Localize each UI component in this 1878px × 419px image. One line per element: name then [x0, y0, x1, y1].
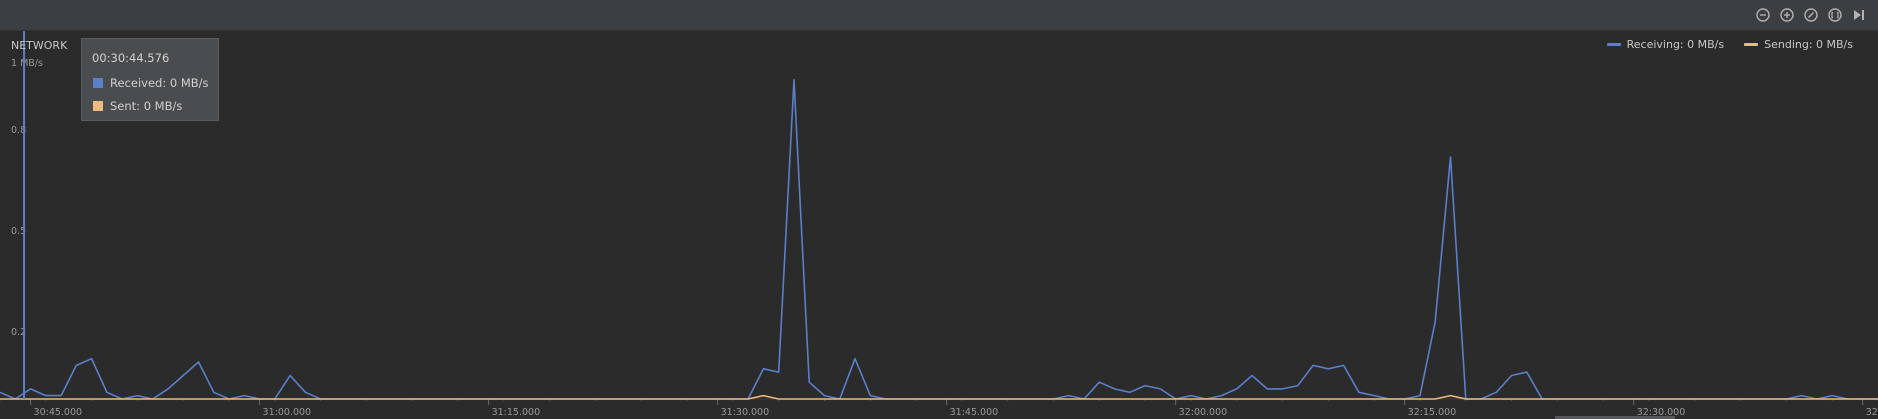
timeline-scrollbar[interactable]	[1555, 416, 1675, 419]
chart-title: NETWORK	[11, 39, 68, 52]
x-tick-label: 31:45.000	[950, 407, 999, 418]
tooltip-received-row: Received: 0 MB/s	[93, 76, 209, 90]
hover-tooltip: 00:30:44.576 Received: 0 MB/s Sent: 0 MB…	[81, 38, 219, 121]
chart-legend: Receiving: 0 MB/s Sending: 0 MB/s	[1606, 38, 1853, 51]
series-line-receiving	[0, 79, 1878, 400]
tooltip-received-swatch	[93, 78, 103, 88]
y-tick-label: 0.8	[11, 125, 26, 136]
zoom-to-selection-icon[interactable]	[1826, 6, 1844, 24]
zoom-in-icon[interactable]	[1778, 6, 1796, 24]
legend-sending-swatch	[1744, 43, 1759, 46]
legend-receiving: Receiving: 0 MB/s	[1606, 38, 1725, 51]
reset-zoom-icon[interactable]	[1802, 6, 1820, 24]
profiler-toolbar	[0, 0, 1878, 31]
tooltip-sent-row: Sent: 0 MB/s	[93, 99, 182, 113]
zoom-out-icon[interactable]	[1754, 6, 1772, 24]
legend-receiving-swatch	[1606, 43, 1621, 46]
y-tick-label: 1 MB/s	[11, 58, 43, 69]
x-tick-label: 32:45.000	[1866, 407, 1878, 418]
x-tick-label: 31:30.000	[721, 407, 770, 418]
network-chart-panel	[0, 31, 1878, 419]
legend-receiving-label: Receiving: 0 MB/s	[1626, 38, 1725, 51]
x-tick-label: 30:45.000	[34, 407, 83, 418]
go-live-icon[interactable]	[1850, 6, 1868, 24]
x-tick-label: 32:00.000	[1179, 407, 1228, 418]
toolbar-buttons	[1754, 6, 1868, 24]
tooltip-time: 00:30:44.576	[92, 51, 170, 65]
x-tick-label: 31:15.000	[492, 407, 541, 418]
tooltip-sent-label: Sent: 0 MB/s	[110, 99, 183, 113]
x-tick-label: 32:15.000	[1408, 407, 1457, 418]
y-tick-label: 0.2	[11, 327, 26, 338]
legend-sending: Sending: 0 MB/s	[1744, 38, 1853, 51]
y-tick-label: 0.5	[11, 226, 26, 237]
x-tick-label: 32:30.000	[1637, 407, 1686, 418]
series-line-sending	[0, 394, 1878, 400]
tooltip-sent-swatch	[93, 101, 103, 111]
legend-sending-label: Sending: 0 MB/s	[1764, 38, 1853, 51]
x-tick-label: 31:00.000	[263, 407, 312, 418]
tooltip-received-label: Received: 0 MB/s	[110, 76, 209, 90]
